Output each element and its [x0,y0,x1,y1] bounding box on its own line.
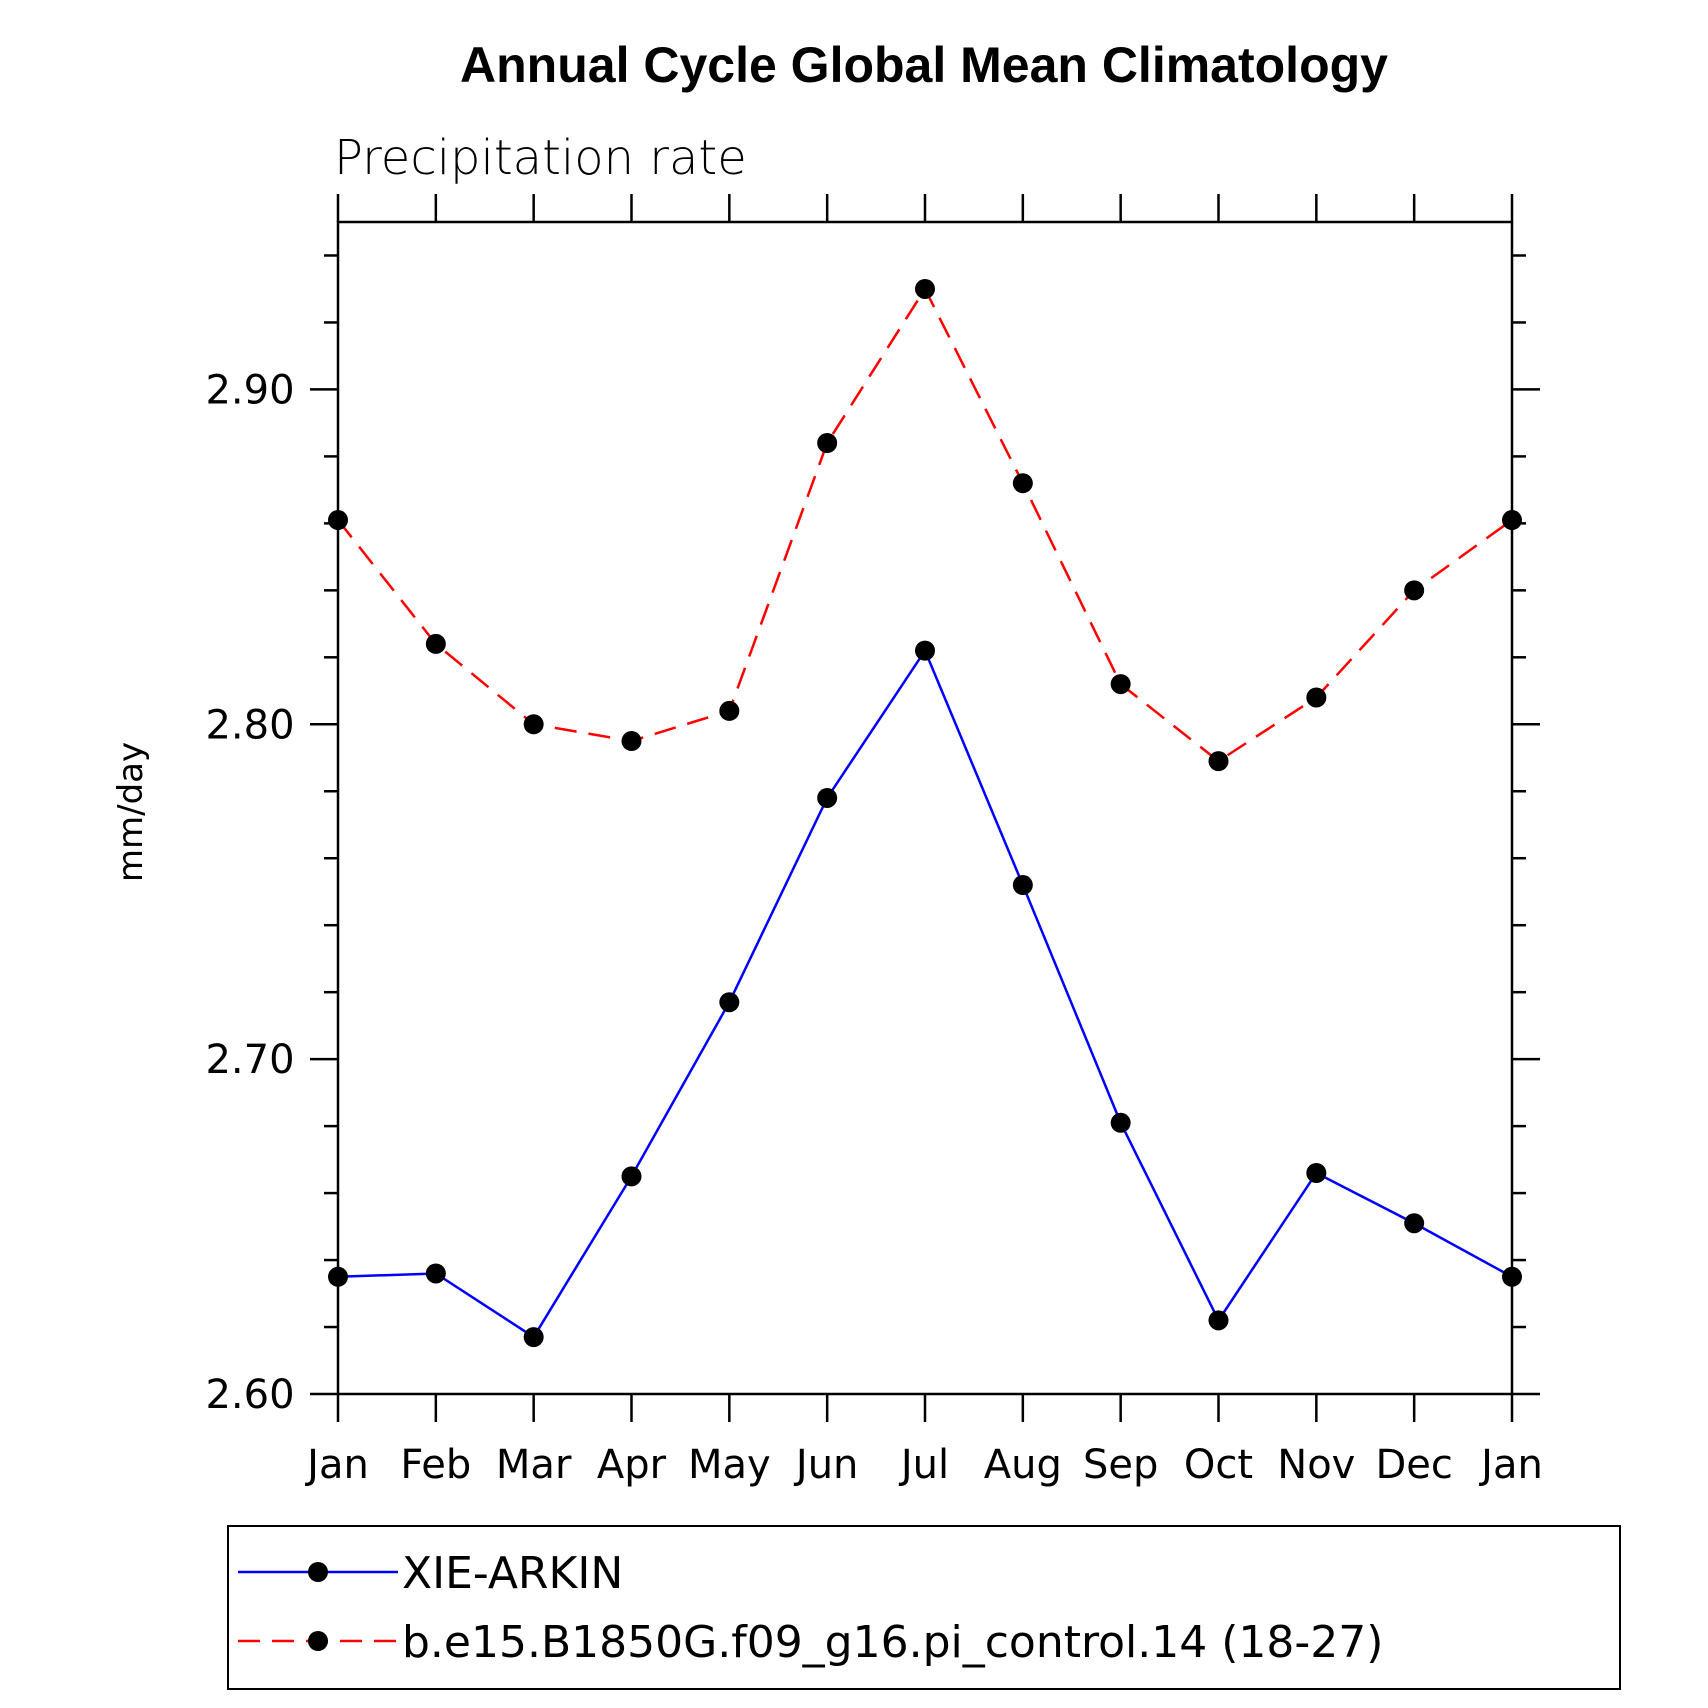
x-tick-label: Nov [1277,1442,1355,1488]
data-point [1306,1162,1327,1183]
data-point [621,731,642,752]
x-tick-label: Dec [1375,1442,1452,1488]
legend-box [227,1525,1621,1690]
data-point [1208,751,1229,772]
data-point [621,1166,642,1187]
series-0 [328,640,1522,1348]
series-layer [328,278,1522,1348]
legend-label: b.e15.B1850G.f09_g16.pi_control.14 (18-2… [402,1617,1383,1668]
y-axis-label: mm/day [111,742,151,882]
data-point [328,1266,348,1287]
data-point [915,278,935,299]
series-1 [328,278,1522,772]
legend-marker [308,1631,328,1651]
x-tick-label: Mar [496,1442,572,1488]
data-point [523,714,544,735]
y-tick-label: 2.90 [205,367,294,413]
legend-label: XIE-ARKIN [402,1548,623,1599]
legend-marker [308,1562,328,1582]
data-point [425,1263,446,1284]
data-point [425,633,446,654]
legend-item: b.e15.B1850G.f09_g16.pi_control.14 (18-2… [238,1617,1383,1668]
x-tick-label: Aug [984,1442,1062,1488]
data-point [915,640,935,661]
x-tick-label: Jan [1478,1442,1543,1488]
x-tick-label: May [688,1442,771,1488]
x-tick-label: Jul [898,1442,949,1488]
axis-ticks [310,194,1540,1422]
plot-border [336,220,1514,1396]
y-tick-label: 2.70 [205,1037,294,1083]
x-tick-label: Sep [1083,1442,1158,1488]
chart-title: Annual Cycle Global Mean Climatology [460,37,1388,93]
x-tick-label: Oct [1184,1442,1253,1488]
data-point [1208,1310,1229,1331]
x-tick-labels: Jan Feb Mar Apr May Jun Jul Aug Sep Oct Nov Dec Jan [304,1442,1543,1488]
plot-frame [336,220,1514,1396]
data-point [523,1327,544,1348]
data-point [817,787,838,808]
legend: XIE-ARKIN b.e15.B1850G.f09_g16.pi_control… [227,1525,1621,1690]
data-point [1404,580,1425,601]
y-tick-label: 2.60 [205,1372,294,1418]
y-tick-labels: 2.60 2.70 2.80 2.90 [205,367,294,1418]
data-point [1306,687,1327,708]
data-point [1110,1112,1131,1133]
data-point [1012,473,1033,494]
data-point [1502,510,1522,531]
data-point [719,992,740,1013]
x-tick-label: Jun [793,1442,859,1488]
data-point [1502,1266,1522,1287]
series-line [337,286,1513,763]
data-point [1110,674,1131,695]
data-point [1404,1213,1425,1234]
series-line [337,647,1513,1339]
data-point [817,433,838,454]
legend-item: XIE-ARKIN [238,1548,623,1599]
x-tick-label: Jan [304,1442,369,1488]
data-point [1012,875,1033,896]
data-point [328,510,348,531]
y-tick-label: 2.80 [205,702,294,748]
chart-subtitle: Precipitation rate [334,130,747,186]
x-tick-label: Feb [400,1442,471,1488]
x-tick-label: Apr [597,1442,667,1488]
data-point [719,700,740,721]
